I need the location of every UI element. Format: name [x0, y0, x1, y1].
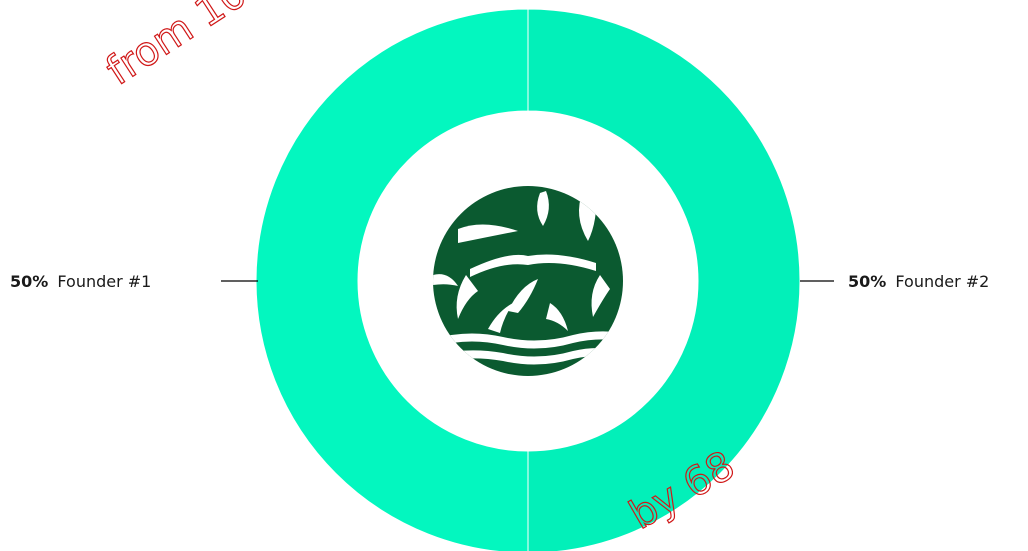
slice-founder-2[interactable] — [527, 8, 801, 551]
donut-slices — [255, 8, 801, 551]
watermark-top: from 100 — [98, 0, 276, 94]
data-label-value: 50% — [848, 272, 886, 291]
data-label-name: Founder #2 — [895, 272, 989, 291]
data-label-founder-1: 50% Founder #1 — [10, 272, 151, 291]
data-label-founder-2: 50% Founder #2 — [848, 272, 989, 291]
data-label-name: Founder #1 — [57, 272, 151, 291]
data-label-value: 50% — [10, 272, 48, 291]
tree-logo — [433, 186, 623, 376]
slice-founder-1[interactable] — [255, 8, 529, 551]
